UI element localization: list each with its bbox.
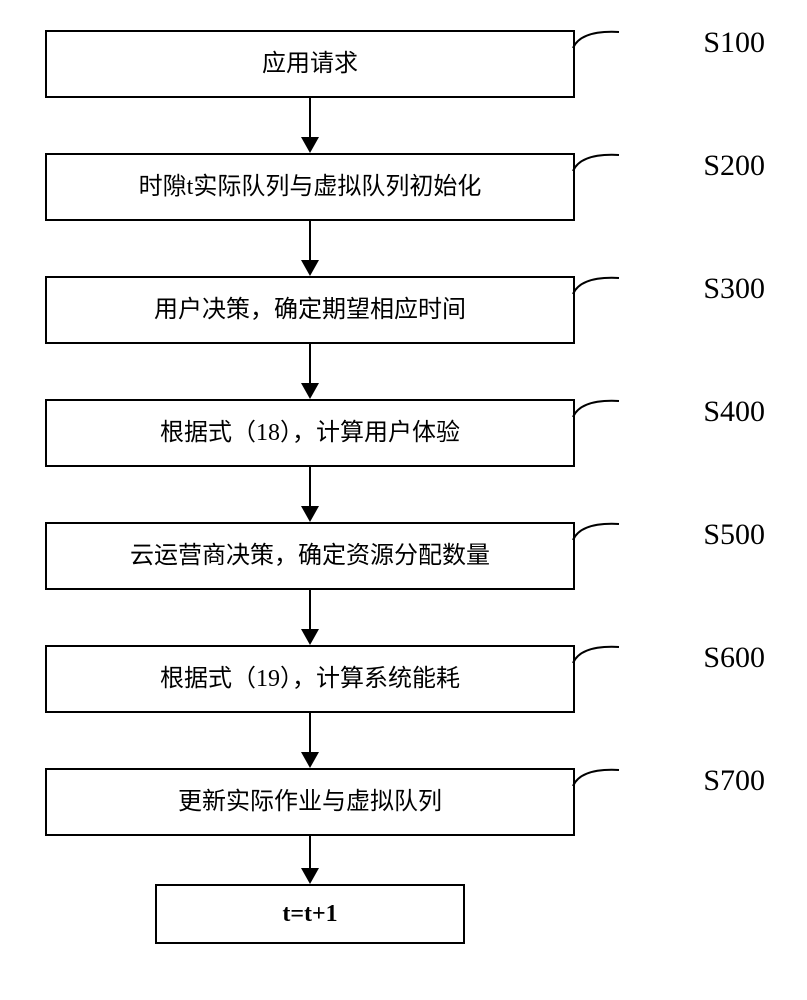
step-text: 根据式（19），计算系统能耗: [160, 667, 460, 691]
arrow: [45, 713, 575, 768]
step-row-terminal: t=t+1: [45, 884, 765, 944]
arrow: [45, 344, 575, 399]
step-box-s100: 应用请求: [45, 30, 575, 98]
arrow: [45, 221, 575, 276]
step-box-s300: 用户决策，确定期望相应时间: [45, 276, 575, 344]
step-row: 应用请求 S100: [45, 30, 765, 98]
step-row: 更新实际作业与虚拟队列 S700: [45, 768, 765, 836]
step-text: 更新实际作业与虚拟队列: [178, 790, 442, 814]
terminal-box: t=t+1: [155, 884, 465, 944]
flowchart-container: 应用请求 S100 时隙t实际队列与虚拟队列初始化 S200 用户决策，确定期望…: [45, 30, 765, 944]
step-label-s700: S700: [703, 764, 765, 798]
step-box-s600: 根据式（19），计算系统能耗: [45, 645, 575, 713]
arrow: [45, 467, 575, 522]
arrow: [45, 836, 575, 884]
arrow: [45, 590, 575, 645]
step-row: 用户决策，确定期望相应时间 S300: [45, 276, 765, 344]
step-box-s200: 时隙t实际队列与虚拟队列初始化: [45, 153, 575, 221]
step-label-s300: S300: [703, 272, 765, 306]
step-text: 时隙t实际队列与虚拟队列初始化: [139, 175, 482, 199]
step-label-s100: S100: [703, 26, 765, 60]
step-row: 云运营商决策，确定资源分配数量 S500: [45, 522, 765, 590]
step-label-s400: S400: [703, 395, 765, 429]
terminal-text: t=t+1: [282, 902, 337, 926]
step-text: 根据式（18），计算用户体验: [160, 421, 460, 445]
step-box-s500: 云运营商决策，确定资源分配数量: [45, 522, 575, 590]
step-box-s700: 更新实际作业与虚拟队列: [45, 768, 575, 836]
step-label-s600: S600: [703, 641, 765, 675]
step-text: 应用请求: [262, 52, 358, 76]
step-row: 时隙t实际队列与虚拟队列初始化 S200: [45, 153, 765, 221]
step-text: 用户决策，确定期望相应时间: [154, 298, 466, 322]
step-box-s400: 根据式（18），计算用户体验: [45, 399, 575, 467]
step-text: 云运营商决策，确定资源分配数量: [130, 544, 490, 568]
arrow: [45, 98, 575, 153]
step-label-s200: S200: [703, 149, 765, 183]
step-row: 根据式（19），计算系统能耗 S600: [45, 645, 765, 713]
step-label-s500: S500: [703, 518, 765, 552]
step-row: 根据式（18），计算用户体验 S400: [45, 399, 765, 467]
